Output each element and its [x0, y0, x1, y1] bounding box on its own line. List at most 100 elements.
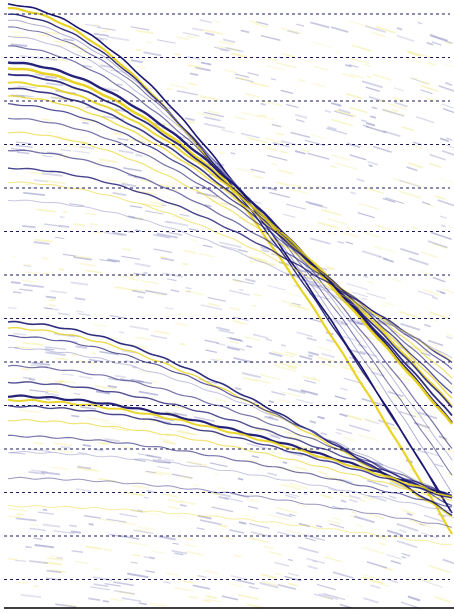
noise-stroke: [113, 589, 136, 595]
noise-stroke: [218, 329, 235, 335]
noise-stroke: [151, 550, 165, 554]
noise-stroke: [33, 585, 39, 588]
noise-stroke: [296, 119, 305, 123]
noise-stroke: [134, 458, 146, 462]
noise-stroke: [108, 178, 129, 184]
noise-stroke: [382, 257, 394, 263]
noise-stroke: [53, 530, 75, 535]
noise-stroke: [407, 161, 424, 169]
noise-stroke: [310, 21, 330, 29]
noise-stroke: [69, 203, 84, 207]
noise-stroke: [119, 513, 138, 518]
noise-stroke: [381, 300, 396, 307]
noise-stroke: [51, 448, 74, 453]
noise-stroke: [366, 75, 372, 79]
reflection-line: [7, 394, 453, 499]
noise-stroke: [429, 33, 448, 42]
noise-stroke: [177, 313, 185, 317]
noise-stroke: [209, 462, 228, 468]
noise-stroke: [226, 336, 244, 342]
noise-stroke: [23, 191, 45, 196]
noise-stroke: [135, 153, 143, 158]
noise-stroke: [23, 264, 32, 267]
noise-stroke: [233, 554, 242, 558]
noise-stroke: [75, 488, 92, 492]
noise-stroke: [300, 58, 313, 63]
noise-stroke: [173, 412, 187, 417]
noise-stroke: [25, 545, 32, 549]
noise-stroke: [132, 216, 144, 220]
noise-stroke: [337, 240, 345, 245]
noise-stroke: [271, 123, 282, 128]
noise-stroke: [87, 399, 92, 402]
noise-stroke: [171, 549, 188, 555]
noise-stroke: [445, 63, 454, 68]
noise-stroke: [203, 122, 226, 129]
noise-stroke: [129, 205, 143, 209]
noise-stroke: [253, 293, 263, 297]
noise-stroke: [152, 380, 159, 383]
noise-stroke: [270, 162, 279, 166]
noise-stroke: [250, 81, 269, 88]
noise-stroke: [101, 30, 108, 33]
noise-stroke: [153, 233, 171, 239]
noise-stroke: [198, 252, 215, 258]
noise-stroke: [137, 509, 143, 512]
noise-stroke: [307, 565, 318, 570]
noise-stroke: [235, 167, 255, 174]
noise-stroke: [327, 126, 337, 131]
noise-stroke: [289, 482, 309, 490]
noise-stroke: [211, 506, 234, 513]
noise-stroke: [17, 85, 37, 89]
noise-stroke: [48, 58, 68, 62]
noise-stroke: [179, 475, 193, 480]
noise-stroke: [321, 362, 337, 369]
reflection-line: [7, 61, 453, 424]
noise-stroke: [122, 399, 143, 405]
noise-stroke: [44, 31, 60, 35]
noise-stroke: [331, 118, 354, 127]
noise-stroke: [372, 73, 392, 82]
noise-stroke: [330, 165, 338, 169]
noise-stroke: [295, 465, 308, 471]
noise-stroke: [165, 411, 180, 416]
reflection-line: [7, 419, 453, 502]
noise-stroke: [81, 121, 89, 125]
noise-stroke: [205, 598, 223, 603]
noise-stroke: [207, 296, 227, 302]
noise-stroke: [118, 274, 134, 279]
noise-stroke: [360, 499, 366, 503]
noise-stroke: [276, 62, 297, 69]
noise-stroke: [290, 131, 311, 139]
noise-stroke: [278, 362, 298, 369]
noise-stroke: [378, 492, 383, 495]
noise-stroke: [231, 279, 242, 283]
noise-stroke: [346, 142, 361, 149]
noise-stroke: [45, 392, 59, 397]
noise-stroke: [312, 41, 333, 48]
noise-stroke: [401, 125, 415, 132]
noise-stroke: [288, 558, 293, 562]
noise-stroke: [285, 494, 297, 499]
noise-stroke: [382, 197, 396, 203]
noise-stroke: [188, 461, 208, 467]
noise-stroke: [95, 161, 108, 164]
noise-stroke: [427, 61, 436, 66]
noise-stroke: [103, 231, 124, 237]
noise-stroke: [184, 550, 204, 556]
noise-stroke: [412, 77, 418, 81]
noise-stroke: [305, 200, 323, 208]
noise-stroke: [153, 292, 165, 296]
noise-stroke: [138, 369, 151, 374]
noise-stroke: [204, 204, 212, 208]
noise-stroke: [268, 415, 274, 419]
noise-stroke: [259, 374, 281, 381]
noise-stroke: [63, 210, 68, 214]
noise-stroke: [318, 593, 339, 600]
noise-stroke: [271, 350, 294, 358]
noise-stroke: [86, 416, 110, 422]
noise-stroke: [202, 244, 213, 248]
noise-stroke: [166, 278, 177, 282]
noise-stroke: [258, 533, 265, 536]
